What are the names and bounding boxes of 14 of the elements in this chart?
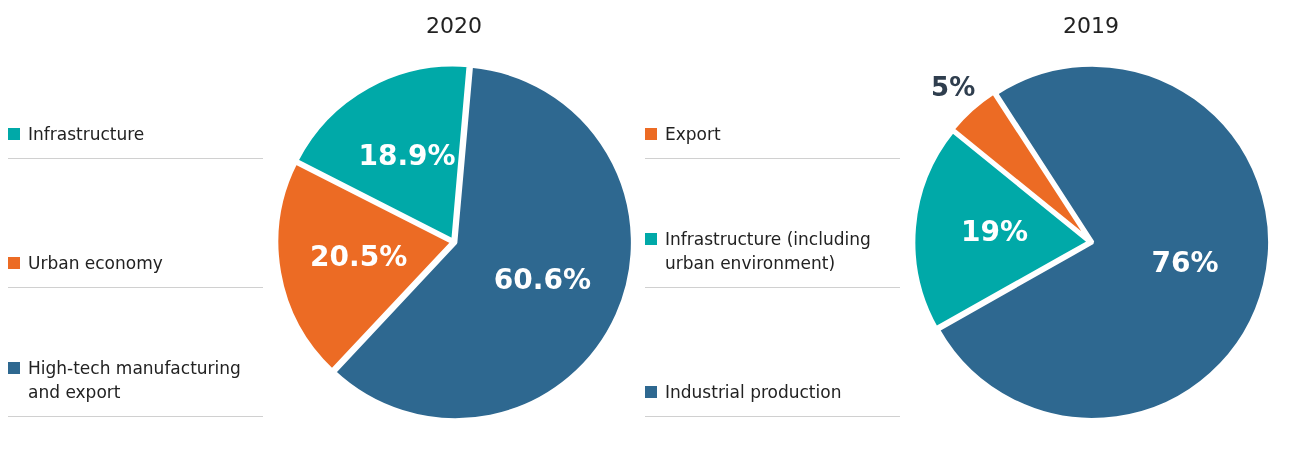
data-label: 18.9% (358, 138, 456, 172)
data-label: 60.6% (493, 262, 591, 296)
legend-label: Industrial production (665, 381, 842, 404)
legend-label: Export (665, 123, 721, 146)
data-label: 20.5% (310, 239, 408, 273)
data-label: 5% (931, 71, 976, 102)
data-label: 76% (1151, 246, 1219, 280)
chart-title: 2019 (1063, 12, 1119, 40)
legend-label: Infrastructure (including urban environment) (665, 228, 872, 275)
legend-label: High-tech manufacturing and export (28, 357, 242, 404)
legend-label: Urban economy (28, 252, 163, 275)
chart-title: 2020 (426, 12, 482, 40)
data-label: 19% (961, 215, 1029, 249)
legend-label: Infrastructure (28, 123, 145, 146)
